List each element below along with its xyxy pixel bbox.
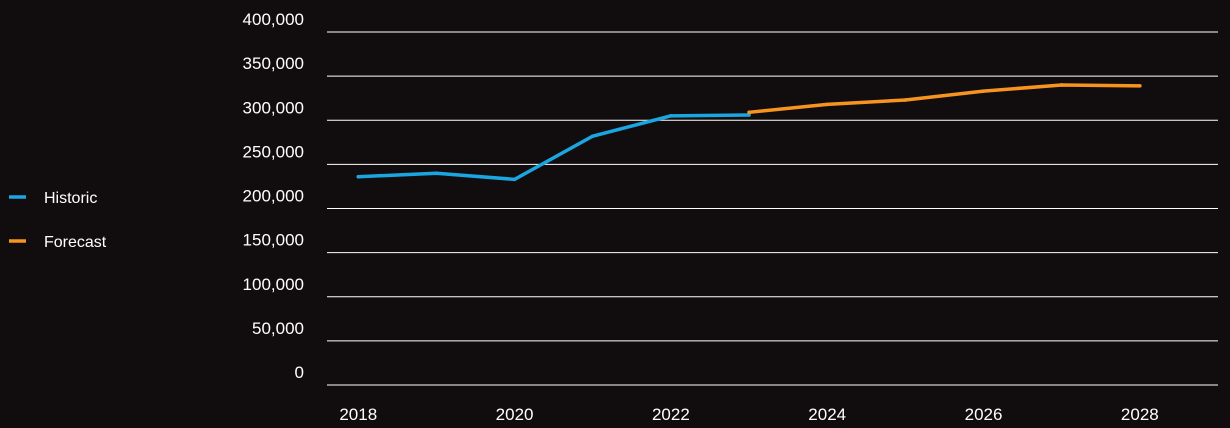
x-tick-label: 2022 <box>652 405 690 424</box>
data-point-forecast <box>1138 84 1142 88</box>
data-point-forecast <box>1059 83 1064 87</box>
data-point-historic <box>669 114 673 118</box>
y-tick-label: 150,000 <box>243 231 304 250</box>
y-tick-label: 350,000 <box>243 54 304 73</box>
y-tick-label: 50,000 <box>252 319 304 338</box>
data-point-historic <box>356 174 361 179</box>
data-point-forecast <box>903 98 908 102</box>
y-tick-label: 100,000 <box>243 275 304 294</box>
y-tick-label: 300,000 <box>243 98 304 117</box>
series-lines <box>356 83 1142 182</box>
data-point-forecast <box>981 89 986 93</box>
data-point-forecast <box>747 110 751 115</box>
x-tick-label: 2024 <box>808 405 846 424</box>
series-line-historic <box>358 113 750 182</box>
data-point-forecast <box>825 102 830 107</box>
data-point-historic <box>434 171 439 175</box>
data-point-historic <box>590 134 595 138</box>
legend: Historic Forecast <box>9 190 107 251</box>
x-tick-label: 2018 <box>339 405 377 424</box>
x-tick-label: 2026 <box>965 405 1003 424</box>
y-tick-label: 0 <box>295 363 304 382</box>
x-tick-label: 2028 <box>1121 405 1159 424</box>
x-tick-label: 2020 <box>496 405 534 424</box>
data-point-historic <box>747 113 751 117</box>
x-axis-tick-labels: 2018 2020 2022 2024 2026 2028 <box>339 405 1158 424</box>
y-tick-label: 400,000 <box>243 10 304 29</box>
y-tick-label: 250,000 <box>243 142 304 161</box>
gridlines <box>327 31 1218 386</box>
y-tick-label: 200,000 <box>243 187 304 206</box>
series-line-forecast <box>748 83 1140 115</box>
y-axis-tick-labels: 0 50,000 100,000 150,000 200,000 250,000 300,0… <box>243 10 304 382</box>
legend-label-historic: Historic <box>44 190 97 207</box>
legend-label-forecast: Forecast <box>44 234 107 251</box>
data-point-historic <box>512 177 517 182</box>
